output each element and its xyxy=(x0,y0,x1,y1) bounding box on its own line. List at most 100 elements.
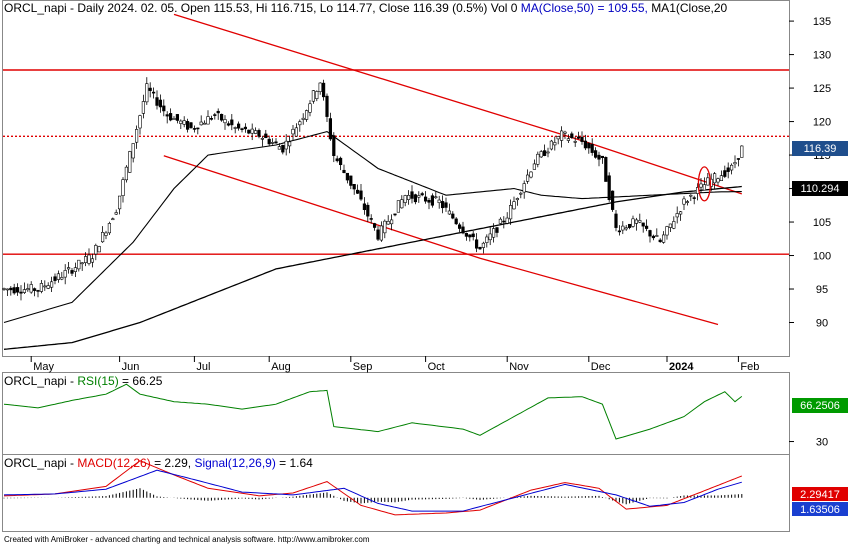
candle-body xyxy=(593,150,598,158)
signal-badge-bg xyxy=(792,502,848,516)
candle-body xyxy=(97,246,101,253)
candle-body xyxy=(437,199,441,204)
candle-body xyxy=(403,195,407,203)
candle-body xyxy=(600,155,604,159)
candle-body xyxy=(39,283,43,292)
candle-body xyxy=(304,110,309,120)
candle-body xyxy=(220,113,224,121)
candle-body xyxy=(417,195,421,198)
candle-body xyxy=(546,151,550,154)
candles-group xyxy=(2,77,744,301)
signal-title-value: = 1.64 xyxy=(276,456,313,470)
footer-credit: Created with AmiBroker - advanced charti… xyxy=(4,535,370,544)
candle-body xyxy=(216,110,220,114)
candle-body xyxy=(254,130,258,134)
candle-body xyxy=(386,221,390,225)
candle-body xyxy=(716,178,720,183)
channel-lower-line xyxy=(163,155,719,326)
candle-body xyxy=(107,223,111,234)
rsi-badge-bg xyxy=(792,398,848,413)
candle-body xyxy=(389,219,394,225)
candle-body xyxy=(566,138,570,141)
candle-body xyxy=(118,195,122,210)
candle-body xyxy=(70,270,74,274)
candle-body xyxy=(19,291,23,294)
candle-body xyxy=(736,158,740,160)
candle-body xyxy=(128,151,132,173)
rsi-title-name: RSI(15) xyxy=(77,374,118,388)
candle-body xyxy=(43,285,47,288)
candle-body xyxy=(12,287,16,294)
ma-short-line xyxy=(3,131,742,324)
candle-body xyxy=(495,227,499,233)
candle-body xyxy=(706,177,710,186)
candle-body xyxy=(607,175,611,201)
candle-body xyxy=(733,162,737,165)
candle-body xyxy=(505,217,509,224)
candle-body xyxy=(325,95,329,117)
candle-body xyxy=(549,140,553,150)
candle-body xyxy=(481,242,486,248)
candle-body xyxy=(192,128,197,130)
x-axis-tick-label: Aug xyxy=(271,361,291,373)
candle-body xyxy=(641,222,645,227)
candle-body xyxy=(478,246,482,250)
candle-body xyxy=(114,212,118,215)
candle-body xyxy=(522,183,526,193)
candle-body xyxy=(237,123,241,129)
candle-body xyxy=(658,239,662,243)
candle-body xyxy=(590,144,594,153)
macd-title-prefix: ORCL_napi - xyxy=(4,456,77,470)
candle-body xyxy=(508,205,513,220)
ma-long-badge-bg xyxy=(792,181,848,196)
price-y-tick-label: 100 xyxy=(813,251,831,263)
candle-body xyxy=(94,245,98,255)
price-y-tick-label: 90 xyxy=(816,318,828,330)
candle-body xyxy=(175,114,180,121)
rsi-title-prefix: ORCL_napi - xyxy=(4,374,77,388)
candle-body xyxy=(740,145,744,158)
candle-body xyxy=(342,169,346,174)
candle-body xyxy=(345,172,350,181)
x-axis-tick-label: Jul xyxy=(196,361,210,373)
candle-body xyxy=(685,201,689,203)
candle-body xyxy=(485,236,489,243)
price-y-tick-label: 135 xyxy=(813,16,831,28)
candle-body xyxy=(410,191,414,199)
candle-body xyxy=(233,127,237,129)
rsi-badge-label: 66.2506 xyxy=(800,400,840,412)
candle-body xyxy=(672,221,676,229)
price-y-tick-label: 105 xyxy=(813,217,831,229)
candle-body xyxy=(423,196,428,202)
candle-body xyxy=(529,171,533,178)
candle-body xyxy=(461,226,465,234)
candle-body xyxy=(651,235,655,239)
candle-body xyxy=(376,229,380,240)
macd-badge-bg xyxy=(792,487,848,501)
candle-body xyxy=(444,202,448,208)
price-pane-frame xyxy=(2,0,790,357)
candle-body xyxy=(250,128,254,134)
rsi-badge: 66.2506 xyxy=(792,398,848,413)
x-axis-tick-label: Nov xyxy=(509,361,529,373)
candle-body xyxy=(247,129,251,134)
ma-long-badge-label: 110.294 xyxy=(801,183,840,195)
candle-body xyxy=(77,259,81,270)
candle-body xyxy=(502,220,506,223)
candle-body xyxy=(179,120,183,124)
candle-body xyxy=(434,196,438,199)
candle-body xyxy=(240,128,244,130)
last-close-badge-bg xyxy=(792,141,848,156)
price-y-tick-label: 130 xyxy=(813,50,831,62)
candle-body xyxy=(36,290,40,292)
candle-body xyxy=(372,223,377,228)
candle-body xyxy=(648,230,652,237)
candle-body xyxy=(277,146,282,150)
candle-body xyxy=(335,158,339,162)
price-y-tick-label: 120 xyxy=(813,117,831,129)
candle-body xyxy=(349,175,353,186)
macd-pane-title: ORCL_napi - MACD(12,26) = 2.29, Signal(1… xyxy=(4,456,313,470)
candle-body xyxy=(332,135,336,156)
macd-title-value: = 2.29, xyxy=(151,456,195,470)
price-title-text: ORCL_napi - Daily 2024. 02. 05. Open 115… xyxy=(4,1,521,15)
